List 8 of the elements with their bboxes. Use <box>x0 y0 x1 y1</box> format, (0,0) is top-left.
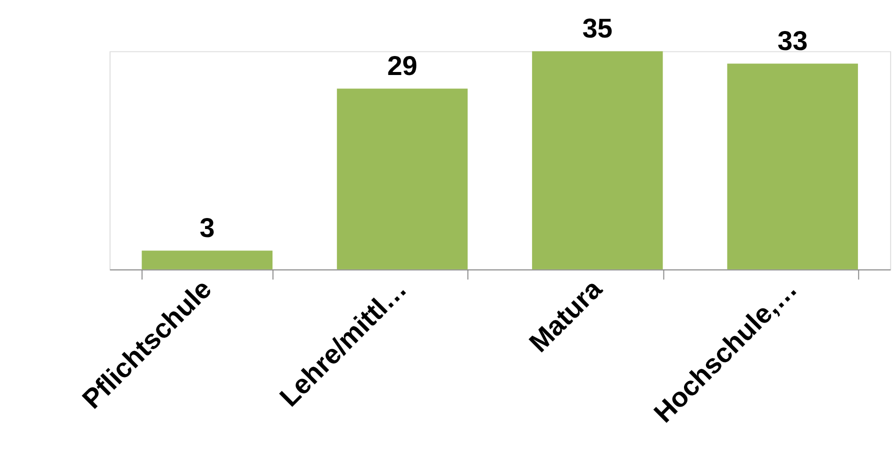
bar <box>336 88 468 270</box>
data-label: 33 <box>777 25 808 56</box>
bar <box>532 51 663 270</box>
bar <box>727 64 858 270</box>
data-label: 35 <box>582 12 613 44</box>
bar <box>142 250 273 270</box>
data-label: 3 <box>200 212 215 244</box>
data-label: 29 <box>387 50 418 82</box>
